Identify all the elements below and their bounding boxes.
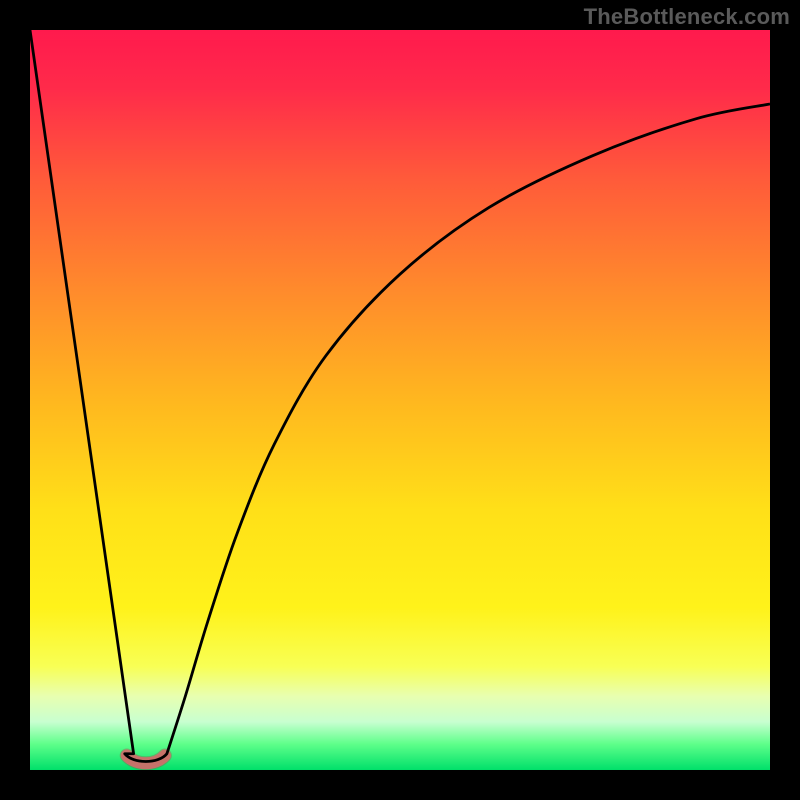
plot-area — [30, 30, 770, 770]
chart-stage: TheBottleneck.com — [0, 0, 800, 800]
chart-svg — [0, 0, 800, 800]
gradient-background — [30, 30, 770, 770]
